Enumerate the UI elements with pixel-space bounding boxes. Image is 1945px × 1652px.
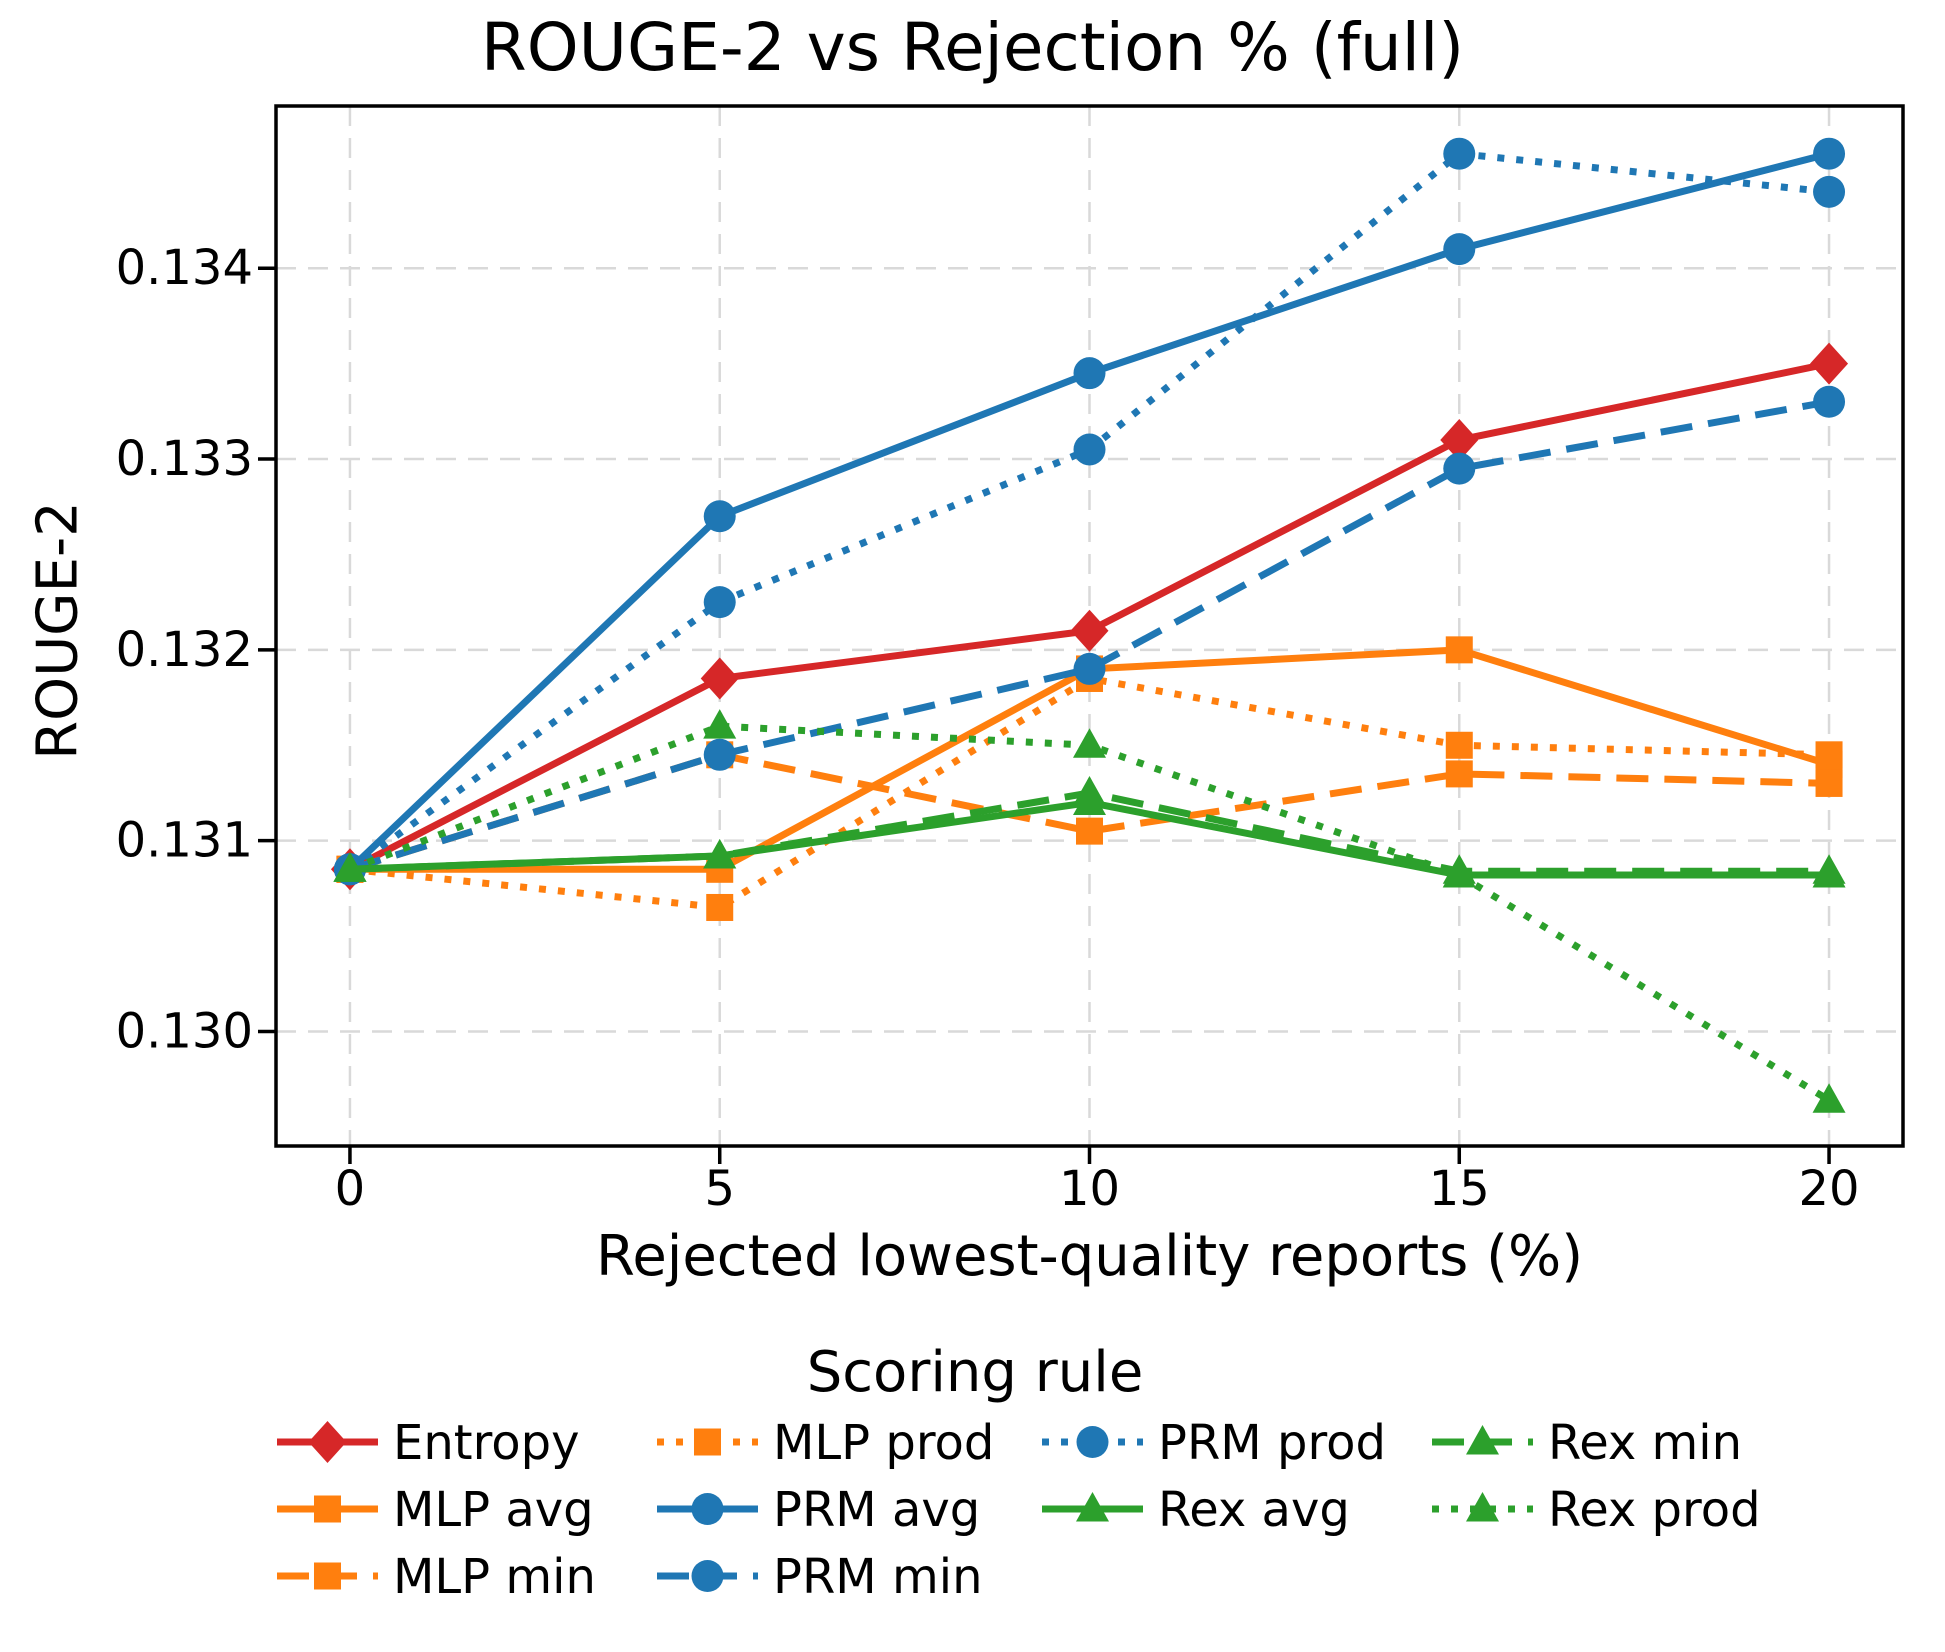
- legend-label-prm-avg: PRM avg: [773, 1482, 980, 1538]
- series-marker-rex-min: [703, 838, 737, 869]
- series-marker-entropy: [1070, 609, 1109, 652]
- y-tick-label: 0.131: [116, 813, 253, 869]
- chart-title: ROUGE-2 vs Rejection % (full): [480, 9, 1465, 86]
- series-marker-prm-avg: [1073, 357, 1106, 390]
- legend-sample-marker: [691, 1493, 724, 1525]
- series-marker-mlp-min: [1445, 760, 1473, 788]
- series-marker-rex-prod: [333, 852, 367, 882]
- x-tick-label: 20: [1799, 1161, 1860, 1217]
- legend-label-rex-min: Rex min: [1548, 1415, 1742, 1471]
- legend-sample-marker: [1466, 1492, 1499, 1522]
- legend-label-rex-prod: Rex prod: [1548, 1482, 1761, 1538]
- series-marker-entropy: [1810, 342, 1849, 385]
- legend-label-mlp-min: MLP min: [393, 1549, 596, 1605]
- series-marker-prm-min: [1443, 452, 1476, 485]
- series-marker-prm-avg: [1443, 233, 1476, 266]
- series-marker-prm-avg: [1813, 137, 1846, 170]
- series-marker-mlp-min: [1815, 769, 1843, 797]
- series-marker-mlp-avg: [1445, 636, 1473, 664]
- series-marker-prm-min: [703, 738, 736, 771]
- legend-sample-marker: [1076, 1426, 1109, 1458]
- legend-label-rex-avg: Rex avg: [1158, 1482, 1350, 1538]
- y-axis-label: ROUGE-2: [25, 501, 91, 760]
- legend-sample-marker: [1466, 1425, 1499, 1455]
- series-marker-prm-min: [1073, 652, 1106, 685]
- y-tick-label: 0.133: [116, 431, 253, 487]
- series-marker-rex-prod: [1442, 858, 1476, 888]
- x-tick-label: 10: [1059, 1161, 1120, 1217]
- legend-label-prm-min: PRM min: [773, 1549, 982, 1605]
- series-marker-mlp-prod: [706, 893, 734, 921]
- series-marker-mlp-prod: [1445, 731, 1473, 759]
- series-line-mlp-prod: [349, 674, 1830, 912]
- series-marker-prm-prod: [1813, 175, 1846, 208]
- series-marker-rex-prod: [1073, 728, 1106, 758]
- series-marker-prm-min: [1813, 385, 1846, 418]
- series-marker-rex-min: [1812, 854, 1846, 884]
- series-marker-prm-prod: [1443, 137, 1476, 170]
- series-line-prm-min: [348, 398, 1830, 873]
- y-tick-label: 0.132: [116, 622, 253, 678]
- legend-label-prm-prod: PRM prod: [1158, 1415, 1386, 1471]
- legend-title: Scoring rule: [806, 1340, 1144, 1405]
- series-marker-prm-avg: [703, 500, 736, 533]
- legend-label-mlp-avg: MLP avg: [393, 1482, 594, 1538]
- series-marker-prm-prod: [1073, 433, 1106, 466]
- series-marker-prm-prod: [703, 586, 736, 619]
- x-tick-label: 15: [1429, 1161, 1490, 1217]
- series-marker-rex-prod: [703, 709, 737, 739]
- legend-sample-marker: [694, 1428, 721, 1456]
- legend-label-mlp-prod: MLP prod: [773, 1415, 994, 1471]
- legend-sample-marker: [314, 1495, 341, 1523]
- series-marker-entropy: [700, 657, 739, 700]
- x-tick-label: 0: [335, 1161, 366, 1217]
- legend-sample-marker: [691, 1560, 724, 1592]
- y-tick-label: 0.130: [116, 1004, 253, 1060]
- x-tick-label: 5: [704, 1161, 735, 1217]
- legend-sample-marker: [1076, 1492, 1109, 1522]
- series-marker-rex-prod: [1812, 1083, 1846, 1113]
- x-axis-label: Rejected lowest-quality reports (%): [595, 1224, 1584, 1289]
- series-marker-mlp-min: [1076, 817, 1103, 845]
- series-marker-rex-min: [1073, 775, 1106, 806]
- series-marker-mlp-prod: [1815, 741, 1843, 769]
- series-marker-entropy: [1440, 418, 1479, 461]
- legend-sample-marker: [314, 1562, 341, 1590]
- y-tick-label: 0.134: [116, 240, 253, 296]
- legend-sample-marker: [308, 1421, 347, 1463]
- legend-label-entropy: Entropy: [393, 1415, 580, 1471]
